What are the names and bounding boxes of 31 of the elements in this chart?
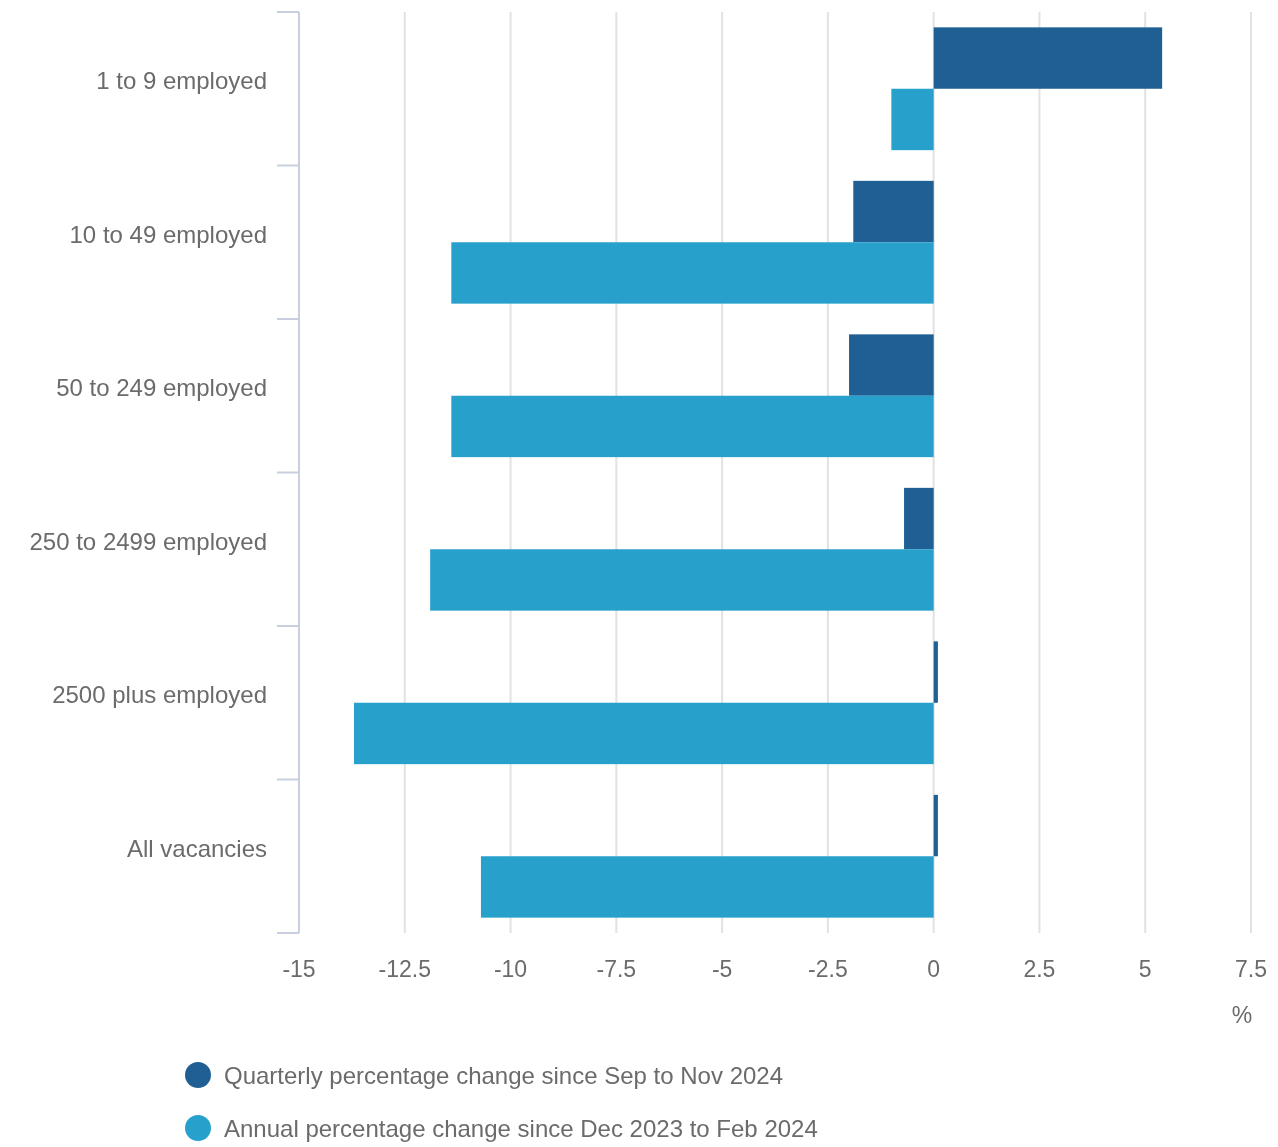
x-axis-title: %	[1231, 1002, 1253, 1028]
y-tick-label: 10 to 49 employed	[69, 220, 267, 248]
bar	[904, 487, 934, 550]
y-tick-label: 2500 plus employed	[52, 681, 267, 709]
bar	[354, 702, 934, 765]
y-tick-label: 50 to 249 employed	[56, 374, 267, 402]
y-tick-label: 1 to 9 employed	[96, 67, 267, 95]
bar	[891, 88, 934, 151]
bar	[451, 242, 934, 304]
x-tick-label: 5	[1138, 956, 1152, 982]
bar	[933, 641, 938, 703]
bar	[451, 395, 934, 458]
x-tick-label: -10	[493, 956, 528, 982]
x-tick-label: 0	[927, 956, 941, 982]
legend-label: Quarterly percentage change since Sep to Nov 2024	[224, 1062, 784, 1090]
legend-label: Annual percentage change since Dec 2023 to Feb 2024	[224, 1115, 818, 1143]
x-tick-label: -12.5	[378, 956, 431, 982]
y-tick-label: 250 to 2499 employed	[29, 527, 267, 555]
x-tick-label: 2.5	[1023, 956, 1056, 982]
bar	[853, 180, 934, 243]
bar	[480, 856, 934, 918]
x-tick-label: -5	[711, 956, 733, 982]
bar	[933, 27, 1163, 89]
x-tick-label: -15	[282, 956, 316, 982]
bar	[933, 794, 938, 857]
y-tick-label: All vacancies	[126, 834, 267, 862]
x-tick-label: -7.5	[596, 956, 637, 982]
x-tick-label: 7.5	[1235, 956, 1267, 982]
x-tick-label: -2.5	[808, 956, 848, 982]
bar	[849, 334, 934, 396]
bar	[430, 549, 934, 611]
